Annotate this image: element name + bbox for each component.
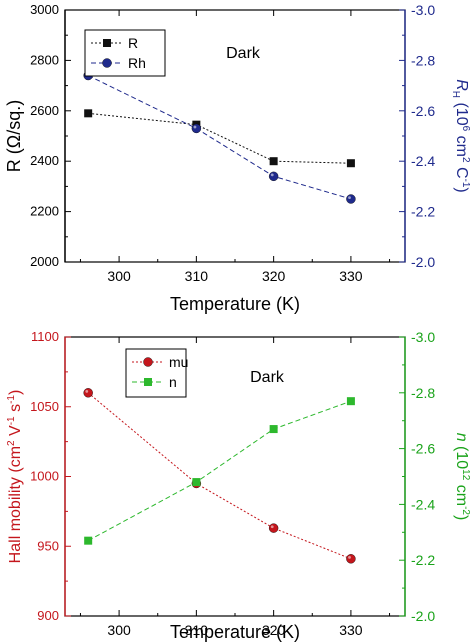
legend-box — [125, 348, 187, 398]
x-axis-label: Temperature (K) — [170, 622, 300, 642]
x-tick-label: 310 — [185, 622, 209, 638]
data-point-n — [346, 397, 355, 406]
annotation-dark: Dark — [226, 45, 261, 62]
x-tick-label: 310 — [185, 268, 209, 284]
y-right-tick-label: -2.2 — [411, 204, 435, 220]
y-right-axis-label: RH (106 cm2 C-1) — [450, 79, 471, 193]
legend-label-Rh: Rh — [128, 55, 146, 71]
data-point-highlight — [193, 125, 197, 129]
y-left-tick-label: 2200 — [30, 204, 59, 219]
y-right-tick-label: -3.0 — [411, 329, 435, 345]
y-right-tick-label: -2.8 — [411, 385, 435, 401]
data-point-highlight — [85, 390, 89, 393]
data-point-mu — [268, 523, 279, 533]
y-left-tick-label: 2600 — [30, 103, 59, 118]
data-point-Rh — [191, 123, 202, 134]
y-left-tick-label: 1000 — [30, 469, 59, 484]
legend-marker — [102, 58, 112, 68]
legend-label-R: R — [128, 35, 138, 51]
y-right-tick-label: -2.0 — [411, 254, 435, 270]
legend-marker — [143, 357, 153, 367]
data-point-n — [269, 425, 278, 434]
chart-hall-mobility: 300 310 320 330 900 950 1000 1050 1100 -2.0 -2.2 -2… — [6, 329, 471, 642]
legend-label-mu: mu — [169, 354, 188, 370]
y-left-axis-label: Hall mobility (cm2 V-1 s-1) — [6, 390, 24, 564]
data-point-mu — [83, 388, 93, 398]
y-right-tick-label: -3.0 — [411, 2, 435, 18]
data-point-R — [84, 109, 93, 118]
y-right-tick-label: -2.6 — [411, 103, 435, 119]
y-left-axis-label: R (Ω/sq.) — [4, 100, 24, 172]
data-point-Rh — [268, 171, 279, 182]
y-right-tick-label: -2.2 — [411, 552, 435, 568]
legend-marker — [103, 39, 111, 47]
chart-resistance: 300 310 320 330 2000 2200 2400 2600 2800 3000 -2.0… — [4, 2, 471, 314]
y-right-tick-label: -2.0 — [411, 608, 435, 624]
legend-box — [84, 29, 166, 77]
x-tick-label: 330 — [339, 622, 363, 638]
x-tick-label: 300 — [107, 268, 131, 284]
x-tick-label: 320 — [262, 622, 286, 638]
annotation-dark: Dark — [250, 369, 285, 386]
data-point-n — [192, 478, 201, 487]
data-point-highlight — [348, 196, 351, 200]
y-right-tick-label: -2.8 — [411, 52, 435, 68]
x-tick-label: 300 — [107, 622, 131, 638]
series-line-n — [87, 400, 352, 542]
y-left-tick-label: 2800 — [30, 52, 59, 67]
x-axis-label: Temperature (K) — [170, 294, 300, 314]
y-left-tick-label: 950 — [37, 538, 59, 553]
series-line-Rh — [87, 75, 352, 200]
data-point-highlight — [270, 173, 274, 177]
data-point-mu — [346, 554, 356, 564]
y-right-axis-label: n (1012 cm-2) — [453, 433, 471, 521]
legend-marker — [144, 378, 152, 386]
data-point-R — [269, 157, 278, 166]
y-left-tick-label: 2000 — [30, 254, 59, 269]
y-left-tick-label: 1050 — [30, 399, 59, 414]
data-point-R — [346, 159, 355, 168]
y-right-tick-label: -2.6 — [411, 441, 435, 457]
y-left-tick-label: 1100 — [31, 329, 59, 344]
data-point-highlight — [270, 525, 274, 529]
y-left-tick-label: 900 — [37, 608, 59, 623]
series-line-mu — [87, 392, 352, 560]
legend-label-n: n — [169, 374, 177, 390]
y-left-tick-label: 2400 — [30, 153, 59, 168]
y-left-tick-label: 3000 — [30, 2, 59, 17]
x-tick-label: 320 — [262, 268, 286, 284]
y-right-tick-label: -2.4 — [411, 153, 435, 169]
x-tick-label: 330 — [339, 268, 363, 284]
data-point-n — [84, 536, 93, 545]
y-right-tick-label: -2.4 — [411, 496, 435, 512]
plot-frame — [64, 336, 406, 617]
data-point-highlight — [348, 556, 351, 559]
data-point-Rh — [346, 194, 356, 204]
series-line-R — [88, 112, 351, 164]
